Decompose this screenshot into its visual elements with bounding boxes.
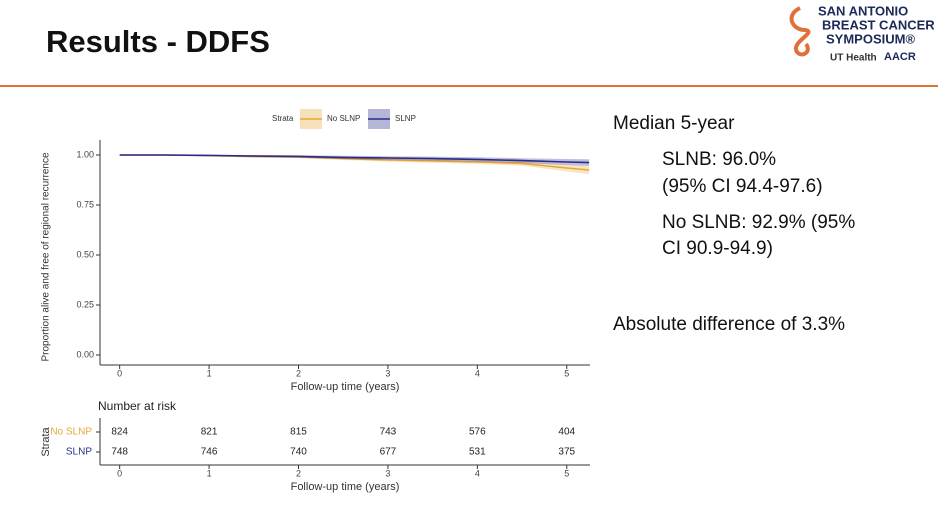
y-tick-label: 0.75	[76, 199, 94, 209]
risk-count: 748	[111, 447, 128, 458]
risk-count: 740	[290, 447, 307, 458]
y-tick-label: 0.00	[76, 349, 94, 359]
logo-partner: AACR	[884, 51, 916, 63]
risk-count: 743	[380, 427, 397, 438]
y-tick-label: 0.25	[76, 299, 94, 309]
risk-count: 375	[558, 447, 575, 458]
x-axis-label: Follow-up time (years)	[291, 381, 400, 393]
x-tick-label: 1	[207, 368, 212, 378]
ci-band	[119, 155, 590, 166]
risk-x-label: Follow-up time (years)	[291, 481, 400, 493]
logo-ribbon	[789, 6, 811, 57]
logo-line: SYMPOSIUM®	[826, 31, 915, 46]
logo-line: BREAST CANCER	[822, 17, 935, 32]
risk-count: 746	[201, 447, 218, 458]
y-tick-label: 0.50	[76, 249, 94, 259]
summary-text: (95% CI 94.4-97.6)	[662, 176, 823, 197]
slide-title: Results - DDFS	[46, 24, 270, 59]
summary-text: Median 5-year	[613, 113, 735, 134]
logo-line: SAN ANTONIO	[818, 3, 908, 18]
x-tick-label: 5	[564, 368, 569, 378]
x-tick-label: 2	[296, 368, 301, 378]
risk-count: 531	[469, 447, 486, 458]
risk-x-tick-label: 0	[117, 468, 122, 478]
risk-x-tick-label: 1	[207, 468, 212, 478]
logo-partner: UT Health	[830, 53, 877, 64]
legend-label: SLNP	[395, 114, 416, 123]
x-tick-label: 3	[385, 368, 390, 378]
legend-label: No SLNP	[327, 114, 360, 123]
risk-x-tick-label: 4	[475, 468, 480, 478]
risk-x-tick-label: 3	[385, 468, 390, 478]
risk-title: Number at risk	[98, 399, 177, 413]
summary-text: SLNB: 96.0%	[662, 149, 776, 170]
risk-count: 576	[469, 427, 486, 438]
risk-count: 815	[290, 427, 307, 438]
y-axis-label: Proportion alive and free of regional re…	[41, 152, 52, 361]
summary-text: CI 90.9-94.9)	[662, 238, 773, 259]
risk-y-label: Strata	[40, 426, 52, 456]
risk-count: 404	[558, 427, 575, 438]
summary-text: No SLNB: 92.9% (95%	[662, 212, 855, 233]
summary-text: Absolute difference of 3.3%	[613, 314, 845, 335]
risk-count: 824	[111, 427, 128, 438]
survival-line	[119, 154, 590, 164]
x-tick-label: 0	[117, 368, 122, 378]
y-tick-label: 1.00	[76, 149, 94, 159]
risk-count: 821	[201, 427, 218, 438]
legend-title: Strata	[272, 114, 294, 123]
risk-row-label: No SLNP	[50, 427, 92, 438]
risk-x-tick-label: 2	[296, 468, 301, 478]
x-tick-label: 4	[475, 368, 480, 378]
risk-row-label: SLNP	[66, 447, 92, 458]
risk-count: 677	[380, 447, 397, 458]
risk-x-tick-label: 5	[564, 468, 569, 478]
